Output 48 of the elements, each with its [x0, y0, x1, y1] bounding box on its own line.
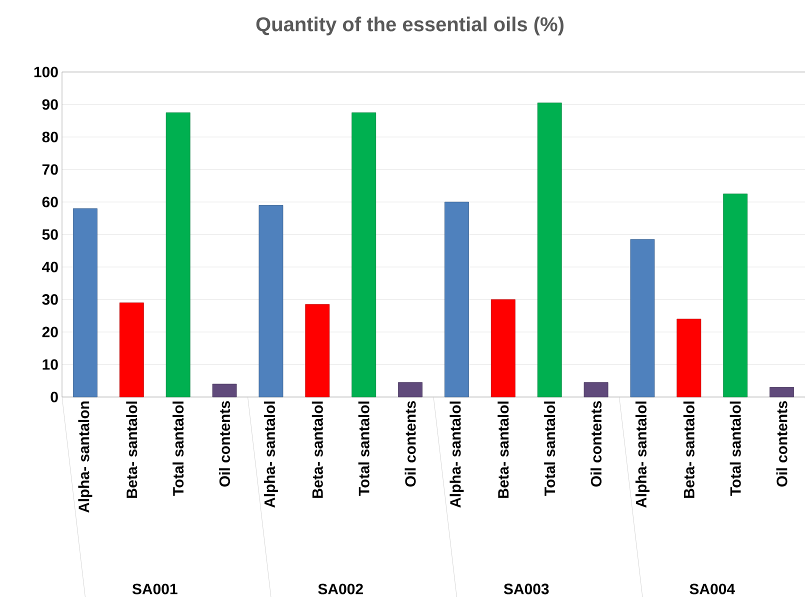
- x-tick-label: Beta- santalol: [312, 402, 323, 498]
- y-tick-label: 40: [42, 262, 58, 272]
- text: SA001: [132, 584, 178, 594]
- y-tick-label: 90: [42, 99, 58, 110]
- bar: [537, 102, 562, 398]
- text: SA003: [504, 584, 549, 594]
- x-tick-label: Beta- santalol: [498, 402, 509, 498]
- y-tick-label: 80: [42, 132, 58, 142]
- bar: [723, 194, 748, 398]
- chart-title: Quantity of the essential oils (%): [256, 16, 564, 36]
- x-tick-label: Alpha- santalol: [635, 402, 650, 508]
- bar: [119, 302, 144, 398]
- bar: [73, 208, 98, 398]
- y-tick-label: 70: [42, 164, 58, 175]
- x-tick-label: Total santalol: [730, 402, 741, 496]
- y-tick-label: 60: [42, 196, 58, 208]
- x-tick-label: Alpha- santalol: [450, 402, 464, 508]
- y-tick-label: 10: [42, 359, 58, 370]
- x-tick-label: Total santalol: [544, 402, 556, 496]
- bar: [258, 205, 284, 398]
- x-tick-label: Alpha- santalol: [264, 402, 278, 508]
- x-tick-label: Total santalol: [358, 402, 370, 496]
- x-tick-label: Total santalol: [172, 402, 184, 496]
- x-tick-label: Alpha- santalon: [78, 401, 92, 513]
- bar: [212, 384, 237, 398]
- bar: [444, 202, 469, 398]
- x-tick-label: Oil contents: [219, 401, 230, 487]
- x-tick-label: Beta- santalol: [126, 402, 138, 498]
- bar: [352, 112, 376, 398]
- text: SA004: [690, 584, 735, 594]
- y-tick-label: 100: [34, 66, 58, 78]
- y-tick-label: 50: [42, 229, 58, 240]
- bar: [770, 387, 794, 398]
- bar: [166, 112, 190, 398]
- bar: [584, 382, 608, 398]
- y-tick-label: 20: [42, 326, 58, 338]
- bar: [676, 318, 702, 398]
- x-tick-label: Oil contents: [404, 401, 416, 487]
- y-tick-label: 30: [42, 294, 58, 305]
- x-tick-label: Beta- santalol: [683, 402, 694, 498]
- bar: [630, 239, 655, 398]
- bar: [398, 382, 422, 398]
- x-tick-label: Oil contents: [776, 401, 788, 487]
- bar: [305, 304, 330, 398]
- x-tick-label: Oil contents: [590, 401, 602, 487]
- bar: [490, 299, 516, 398]
- text: SA002: [318, 584, 363, 594]
- y-tick-label: 0: [50, 392, 58, 402]
